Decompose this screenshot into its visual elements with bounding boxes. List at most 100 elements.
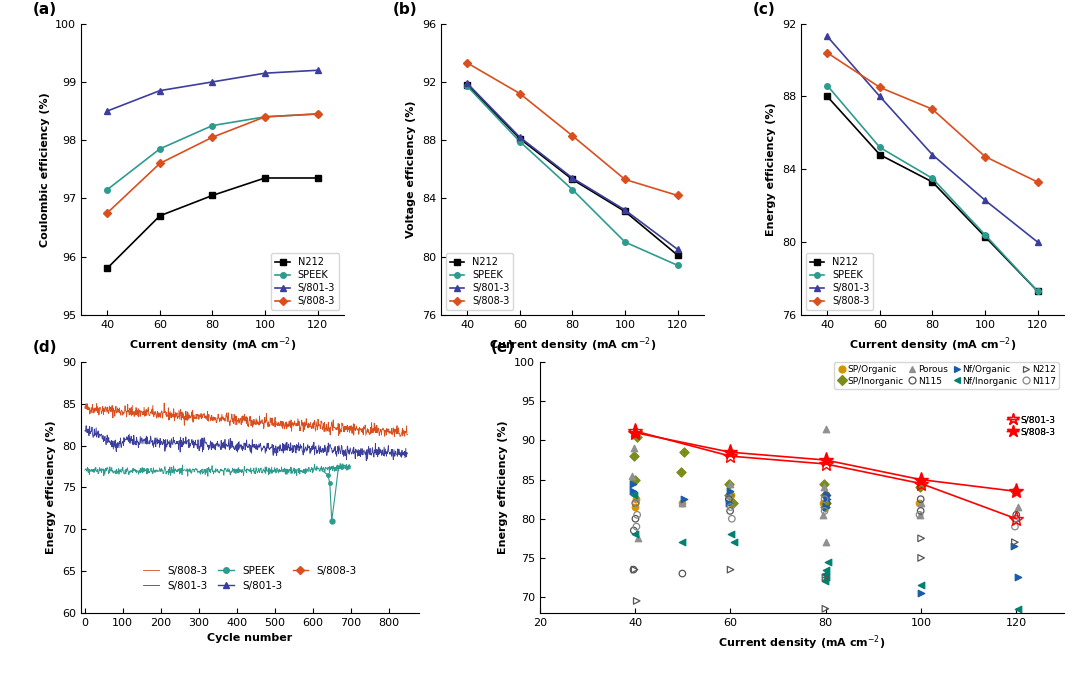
N212: [821, 93, 834, 101]
Line: S/808-3: S/808-3: [824, 50, 1040, 185]
SPEEK: [821, 81, 834, 89]
N212: [311, 174, 324, 182]
S/801-3: [254, 441, 267, 449]
N212: [100, 264, 113, 272]
Point: [816, 603, 834, 614]
Point: [626, 564, 644, 575]
S/808-3: [619, 175, 632, 183]
SPEEK: [206, 121, 219, 129]
N212: [258, 174, 271, 182]
Line: SPEEK: SPEEK: [464, 83, 680, 268]
S/808-3: [153, 159, 166, 167]
Point: [815, 478, 833, 489]
Point: [721, 502, 739, 512]
Point: [626, 502, 644, 512]
S/808-3: [79, 403, 92, 411]
Point: [673, 466, 690, 477]
Point: [720, 490, 738, 501]
Point: [625, 451, 643, 462]
SPEEK: [978, 231, 991, 239]
Point: [720, 490, 738, 501]
Point: [1010, 603, 1027, 614]
Point: [1007, 486, 1024, 497]
N212: [978, 232, 991, 240]
Text: (b): (b): [392, 2, 417, 17]
Text: (e): (e): [491, 341, 515, 355]
S/808-3: [100, 209, 113, 217]
Point: [675, 494, 692, 504]
Point: [1008, 509, 1025, 520]
Point: [910, 509, 928, 520]
SPEEK: [566, 185, 579, 194]
Point: [818, 423, 835, 434]
Text: (d): (d): [32, 341, 57, 355]
Point: [1007, 521, 1024, 532]
Point: [626, 498, 644, 508]
Point: [818, 537, 835, 548]
SPEEK: [311, 110, 324, 118]
S/801-3: [513, 133, 526, 141]
S/801-3: [153, 87, 166, 95]
S/801-3: [80, 422, 93, 430]
S/808-3: [393, 433, 406, 441]
N212: [671, 251, 684, 259]
Point: [913, 494, 930, 504]
Point: [726, 537, 743, 548]
S/801-3: [401, 450, 414, 458]
S/808-3: [566, 132, 579, 140]
Point: [816, 506, 834, 517]
Point: [674, 568, 691, 579]
Line: S/801-3: S/801-3: [85, 426, 407, 460]
Point: [723, 529, 740, 540]
N212: [206, 192, 219, 200]
Line: N212: N212: [105, 175, 321, 271]
N212: [1031, 287, 1044, 295]
Point: [624, 486, 642, 497]
Point: [818, 572, 835, 583]
S/801-3: [619, 206, 632, 214]
Legend: N212, SPEEK, S/801-3, S/808-3: N212, SPEEK, S/801-3, S/808-3: [271, 253, 339, 310]
S/801-3: [978, 196, 991, 204]
Y-axis label: Energy efficiency (%): Energy efficiency (%): [767, 102, 777, 236]
N212: [619, 207, 632, 215]
Point: [913, 533, 930, 544]
Point: [819, 490, 836, 501]
S/801-3: [311, 66, 324, 74]
Y-axis label: Energy efficiency (%): Energy efficiency (%): [46, 420, 56, 554]
Point: [724, 513, 741, 524]
Y-axis label: Energy efficiency (%): Energy efficiency (%): [498, 420, 509, 554]
N212: [513, 135, 526, 143]
S/801-3: [281, 446, 294, 454]
S/801-3: [258, 69, 271, 77]
Point: [819, 494, 836, 504]
SPEEK: [619, 238, 632, 246]
Point: [814, 498, 832, 508]
SPEEK: [258, 113, 271, 121]
N212: [153, 212, 166, 220]
Point: [816, 568, 834, 579]
Point: [816, 502, 834, 512]
Legend: N212, SPEEK, S/801-3, S/808-3: N212, SPEEK, S/801-3, S/808-3: [446, 253, 513, 310]
X-axis label: Current density (mA cm$^{-2}$): Current density (mA cm$^{-2}$): [849, 335, 1016, 354]
S/808-3: [401, 431, 414, 439]
S/808-3: [113, 408, 126, 416]
Point: [720, 478, 738, 489]
Point: [814, 509, 832, 520]
Text: (a): (a): [32, 2, 56, 17]
S/801-3: [1031, 238, 1044, 246]
S/808-3: [926, 105, 939, 113]
S/808-3: [281, 423, 294, 431]
Point: [629, 509, 646, 520]
Point: [1005, 541, 1023, 552]
Point: [913, 474, 930, 485]
Line: N212: N212: [824, 93, 1040, 294]
Line: S/801-3: S/801-3: [105, 68, 321, 114]
Point: [627, 521, 645, 532]
S/808-3: [206, 133, 219, 141]
N212: [461, 81, 474, 89]
S/801-3: [821, 32, 834, 41]
Point: [625, 525, 643, 536]
S/801-3: [461, 79, 474, 87]
Point: [818, 502, 835, 512]
S/801-3: [874, 93, 887, 101]
